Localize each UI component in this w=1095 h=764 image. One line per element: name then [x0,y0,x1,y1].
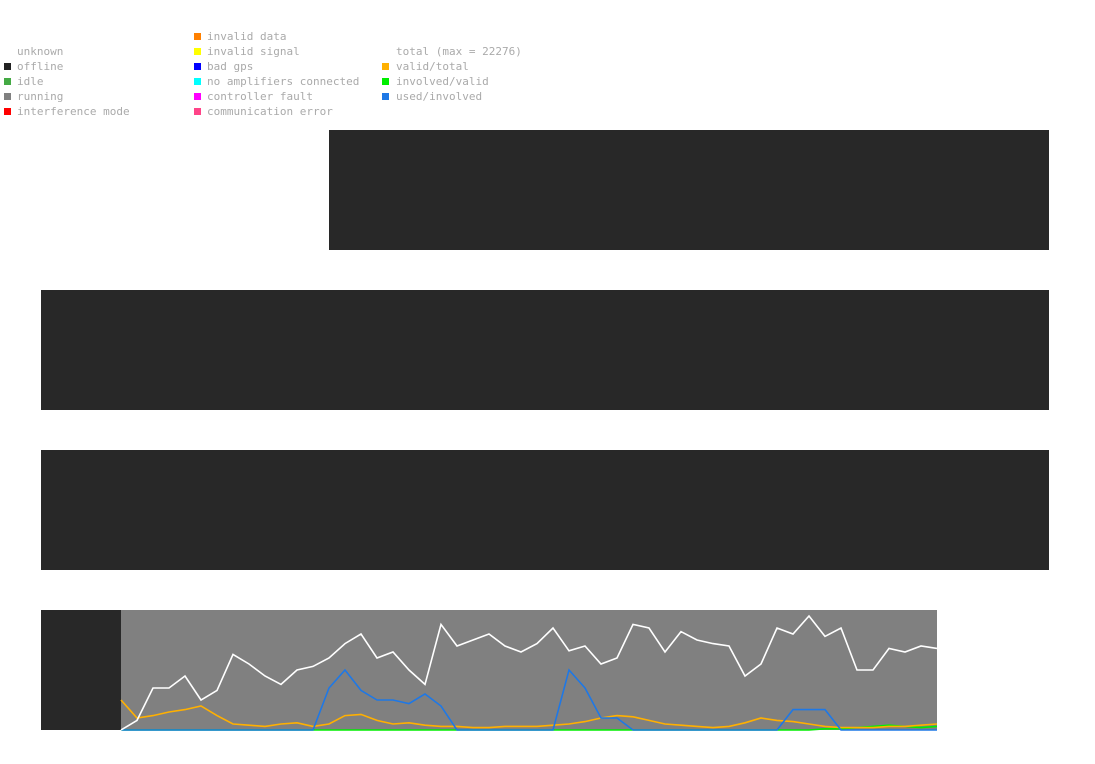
legend-label: invalid data [207,30,286,43]
legend-swatch [382,48,389,55]
legend-label: running [17,90,63,103]
panel [41,290,1049,410]
legend-swatch [382,78,389,85]
legend-label: controller fault [207,90,313,103]
legend-swatch [4,78,11,85]
legend-label: offline [17,60,63,73]
legend-label: invalid signal [207,45,300,58]
legend-swatch [194,63,201,70]
legend-swatch [4,93,11,100]
legend-label: valid/total [396,60,469,73]
panel [329,130,1049,250]
legend-label: used/involved [396,90,482,103]
legend-swatch [194,78,201,85]
legend-label: no amplifiers connected [207,75,359,88]
legend-swatch [194,108,201,115]
legend-swatch [4,108,11,115]
legend-swatch [194,48,201,55]
panel [41,450,1049,570]
series-line [120,614,938,731]
legend-label: interference mode [17,105,130,118]
legend-swatch [194,33,201,40]
legend-swatch [4,48,11,55]
legend-label: communication error [207,105,333,118]
legend-label: idle [17,75,44,88]
legend-label: total (max = 22276) [396,45,522,58]
status-running [121,610,937,730]
series-line [120,699,938,729]
legend-label: unknown [17,45,63,58]
legend-swatch [4,63,11,70]
legend-swatch [382,93,389,100]
legend-label: bad gps [207,60,253,73]
legend-label: involved/valid [396,75,489,88]
status-offline [41,610,121,730]
series-line [121,668,937,731]
legend-swatch [194,93,201,100]
legend-swatch [382,63,389,70]
